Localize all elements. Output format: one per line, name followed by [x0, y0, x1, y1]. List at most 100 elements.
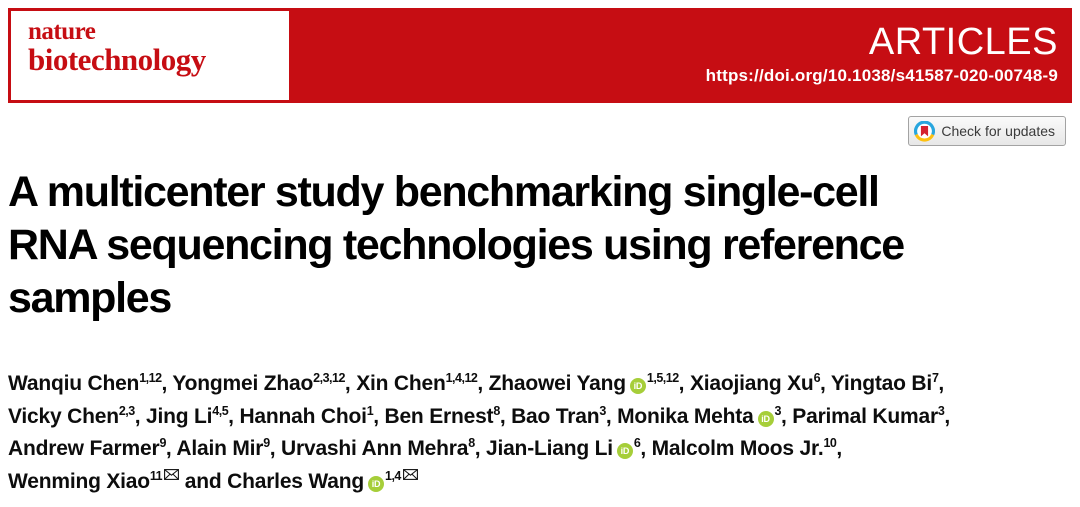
author-name: Hannah Choi [239, 404, 367, 428]
author-affiliation-superscript: 2,3,12 [313, 371, 345, 385]
author-separator: , [477, 372, 489, 395]
journal-banner: nature biotechnology ARTICLES https://do… [8, 8, 1072, 103]
author-name: Ben Ernest [384, 404, 494, 428]
author-separator: , [938, 372, 945, 395]
orcid-icon[interactable]: iD [368, 475, 384, 492]
author-affiliation-superscript: 1,4,12 [445, 371, 478, 385]
author-affiliation-superscript: 1,12 [139, 371, 162, 385]
orcid-icon[interactable]: iD [629, 378, 646, 394]
author-affiliation-superscript: 1,4 [385, 468, 401, 483]
doi-link[interactable]: https://doi.org/10.1038/s41587-020-00748… [705, 66, 1058, 85]
author-affiliation-superscript: 9 [159, 436, 166, 450]
article-title: A multicenter study benchmarking single-… [8, 166, 1028, 325]
author-line: Wanqiu Chen1,12, Yongmei Zhao2,3,12, Xin… [8, 368, 1072, 401]
author-separator: , [781, 404, 793, 428]
author: Monika Mehta iD3, [617, 403, 793, 428]
author-separator: , [820, 372, 831, 395]
author-name: Alain Mir [176, 437, 264, 460]
author: Jing Li4,5, [146, 403, 240, 428]
author-name: Yingtao Bi [830, 372, 932, 395]
author-list: Wanqiu Chen1,12, Yongmei Zhao2,3,12, Xin… [8, 368, 1072, 498]
orcid-icon[interactable]: iD [616, 443, 633, 459]
author: Xiaojiang Xu6, [690, 372, 831, 395]
author-separator: , [640, 437, 652, 460]
author-affiliation-superscript: 11 [149, 468, 163, 483]
author: Malcolm Moos Jr.10, [651, 436, 843, 460]
author-affiliation-superscript: 1 [366, 403, 374, 418]
author: Charles Wang iD1,4 [227, 468, 418, 493]
author-separator: , [474, 437, 486, 460]
author: Zhaowei Yang iD1,5,12, [489, 372, 690, 395]
author-affiliation-superscript: 1,5,12 [646, 371, 679, 385]
author-name: Vicky Chen [8, 404, 119, 428]
author-affiliation-superscript: 4,5 [212, 403, 229, 418]
author-name: Wenming Xiao [8, 469, 150, 493]
author-name: Parimal Kumar [792, 404, 938, 428]
author-separator: , [944, 404, 951, 428]
author-name: Yongmei Zhao [172, 372, 314, 395]
crossmark-icon [914, 120, 936, 142]
email-envelope-icon[interactable] [164, 468, 180, 480]
article-title-line: RNA sequencing technologies using refere… [8, 221, 905, 269]
author-separator: , [373, 404, 385, 428]
author-affiliation-superscript: 3 [774, 403, 782, 418]
journal-name-line2: biotechnology [28, 42, 206, 77]
masthead-right: ARTICLES https://doi.org/10.1038/s41587-… [706, 20, 1058, 86]
author-name: Urvashi Ann Mehra [281, 437, 469, 460]
journal-logo: nature biotechnology [11, 11, 289, 100]
check-for-updates-button[interactable]: Check for updates [908, 116, 1066, 146]
article-title-line: A multicenter study benchmarking single-… [8, 168, 880, 216]
author-separator: , [269, 437, 282, 460]
author-affiliation-superscript: 8 [493, 403, 500, 418]
author: Andrew Farmer9, [8, 437, 176, 460]
author-separator: , [228, 404, 240, 428]
author-name: Jian-Liang Li [485, 437, 613, 460]
author-separator: , [499, 404, 512, 428]
author: Parimal Kumar3, [792, 403, 951, 428]
author-affiliation-superscript: 2,3 [118, 403, 135, 418]
author-separator: , [161, 372, 173, 395]
author-name: Wanqiu Chen [8, 372, 140, 395]
author-separator: , [165, 437, 177, 460]
author-affiliation-superscript: 10 [823, 436, 837, 450]
author: Vicky Chen2,3, [8, 403, 147, 428]
author-line: Wenming Xiao11 and Charles Wang iD1,4 [8, 466, 1072, 499]
author: Hannah Choi1, [239, 403, 385, 428]
author-name: Bao Tran [511, 404, 600, 428]
author: Ben Ernest8, [384, 403, 512, 428]
author: Jian-Liang Li iD6, [486, 437, 652, 460]
author-separator: , [836, 437, 843, 460]
author: Urvashi Ann Mehra8, [281, 437, 486, 460]
author-affiliation-superscript: 7 [931, 371, 939, 385]
email-envelope-icon[interactable] [402, 468, 418, 480]
author-affiliation-superscript: 6 [633, 436, 641, 450]
author-separator: , [605, 404, 618, 428]
author: Bao Tran3, [511, 403, 618, 428]
author-separator: , [134, 404, 147, 428]
author: Yingtao Bi7, [831, 372, 944, 395]
author-affiliation-superscript: 8 [468, 436, 475, 450]
author: Alain Mir9, [176, 437, 281, 460]
check-for-updates-label: Check for updates [941, 123, 1055, 139]
author-affiliation-superscript: 9 [263, 436, 270, 450]
author-name: Xiaojiang Xu [689, 372, 814, 395]
article-title-line: samples [8, 274, 172, 322]
author-name: Andrew Farmer [8, 437, 160, 460]
author-separator: and [179, 469, 228, 493]
author: Yongmei Zhao2,3,12, [172, 372, 356, 395]
author-line: Vicky Chen2,3, Jing Li4,5, Hannah Choi1,… [8, 401, 1072, 434]
author: Wenming Xiao11 and [8, 468, 228, 493]
author-name: Xin Chen [356, 372, 446, 395]
author: Xin Chen1,4,12, [356, 372, 488, 395]
author-separator: , [678, 372, 690, 395]
journal-name-line1: nature [28, 18, 96, 45]
author-name: Jing Li [146, 404, 213, 428]
author-affiliation-superscript: 3 [599, 403, 606, 418]
author-affiliation-superscript: 3 [937, 403, 945, 418]
author-separator: , [344, 372, 357, 395]
author-name: Zhaowei Yang [488, 372, 626, 395]
orcid-icon[interactable]: iD [757, 410, 774, 427]
author: Wanqiu Chen1,12, [8, 372, 172, 395]
author-name: Charles Wang [227, 469, 364, 493]
author-name: Malcolm Moos Jr. [651, 437, 824, 460]
